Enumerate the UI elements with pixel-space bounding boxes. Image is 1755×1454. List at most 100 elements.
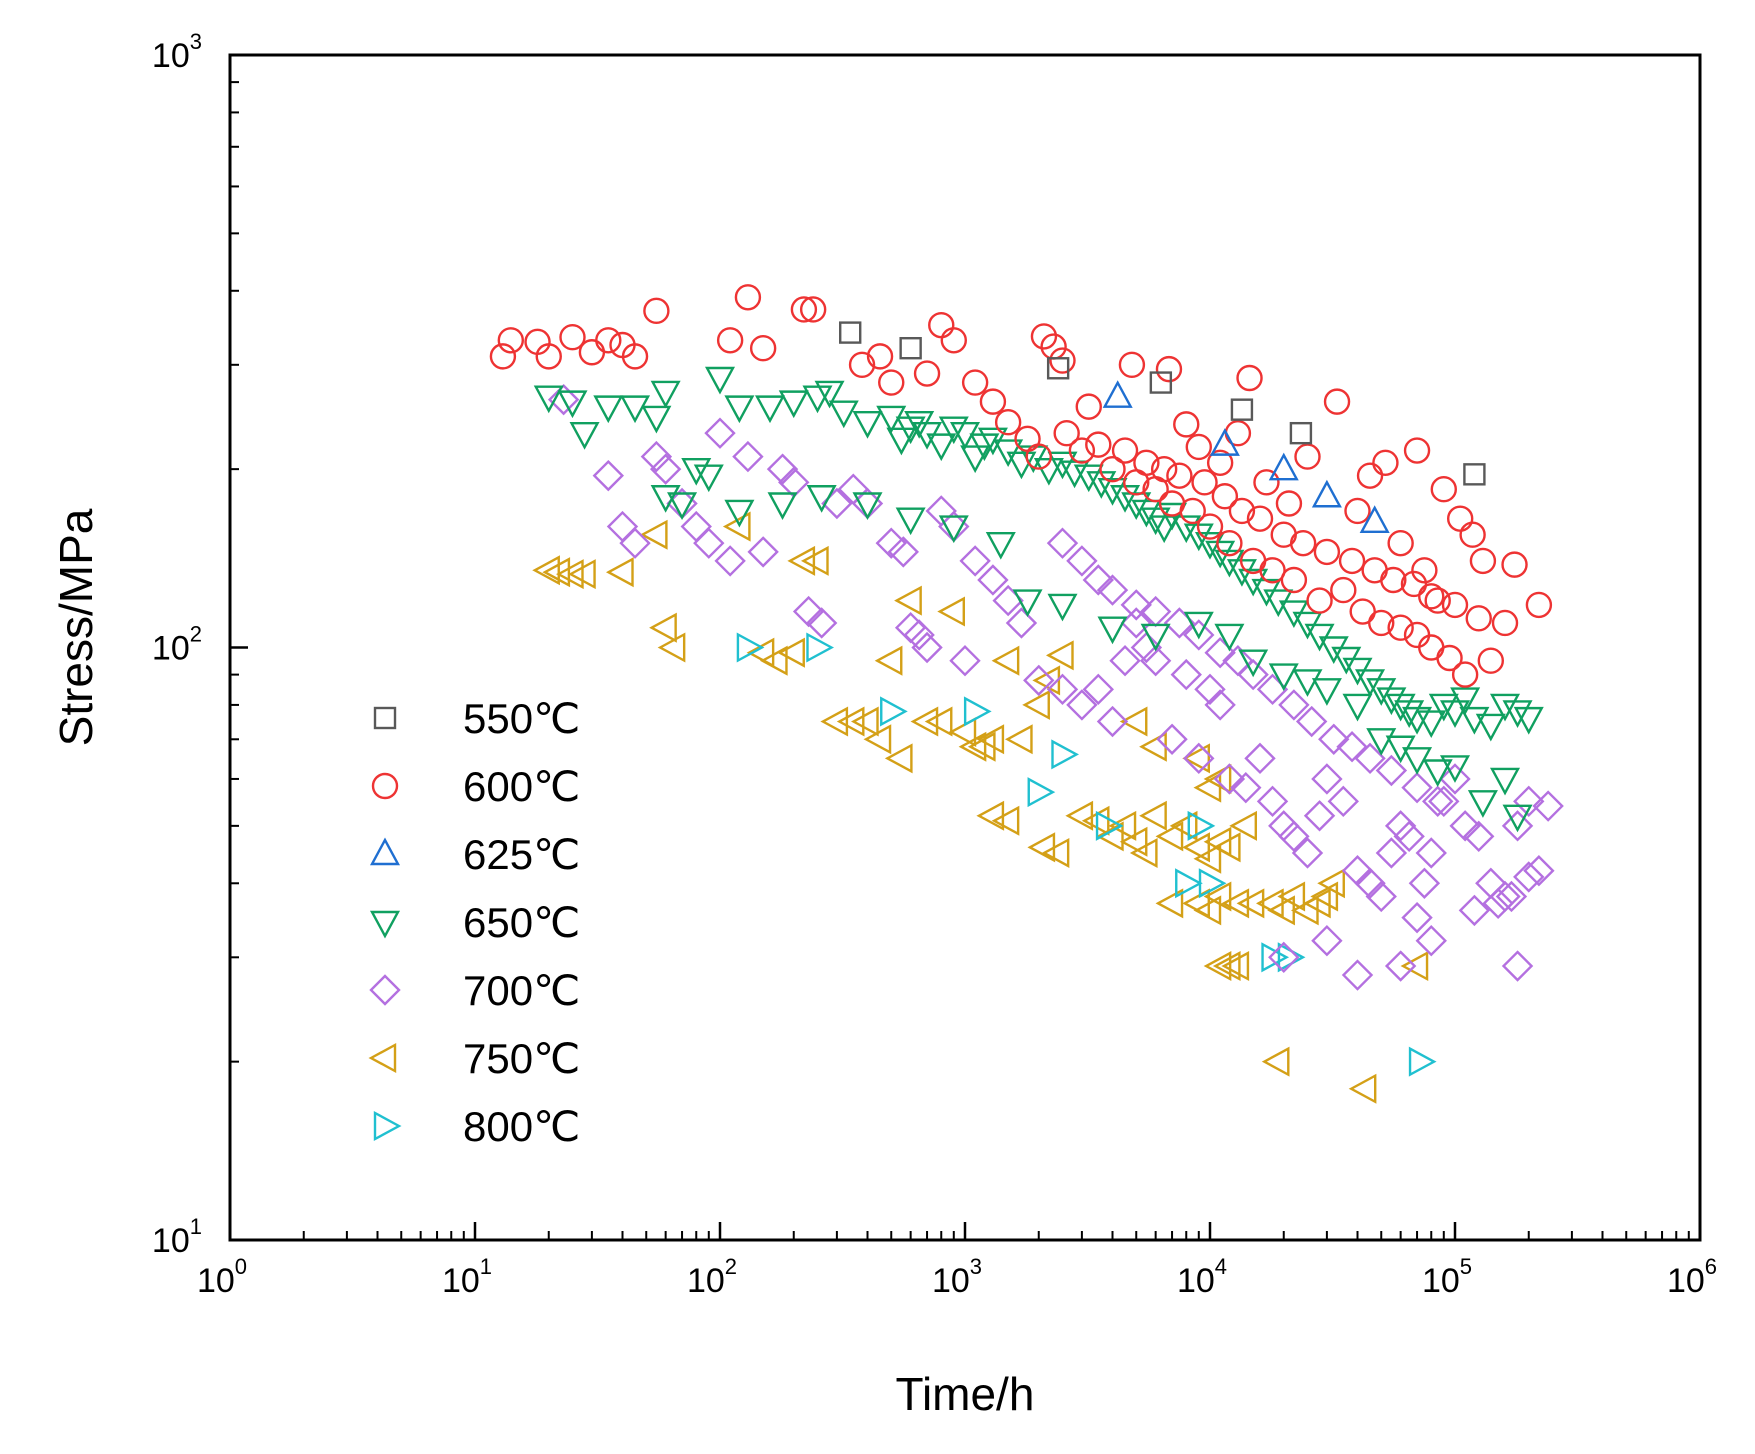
data-point (1065, 800, 1094, 831)
data-point (1155, 821, 1184, 852)
legend-marker (368, 1042, 397, 1074)
data-point (605, 557, 634, 588)
legend-marker (369, 974, 401, 1006)
data-point (839, 321, 862, 344)
data-point (1310, 881, 1339, 912)
data-point (805, 607, 838, 639)
data-point (1244, 742, 1276, 775)
x-tick-label: 102 (687, 1254, 737, 1300)
series-650C (533, 366, 1544, 833)
data-point (1175, 868, 1203, 899)
data-point (1375, 837, 1408, 869)
data-point (1213, 763, 1246, 795)
data-point (606, 510, 639, 543)
data-point (1149, 515, 1180, 544)
data-point (787, 545, 816, 576)
data-point (639, 519, 668, 550)
data-point (1183, 619, 1215, 651)
data-point (1366, 678, 1397, 706)
data-point (1204, 637, 1236, 669)
data-point (1203, 881, 1232, 912)
data-point (1095, 810, 1124, 841)
data-point (766, 453, 799, 485)
data-point (1318, 723, 1350, 755)
data-point (1275, 490, 1303, 517)
legend-item: 625℃ (369, 831, 580, 878)
legend-item: 700℃ (369, 967, 580, 1014)
data-point (1311, 479, 1342, 508)
data-point (926, 433, 957, 462)
data-point (1280, 566, 1308, 594)
data-point (1049, 347, 1076, 374)
data-point (1187, 810, 1216, 841)
data-point (1365, 880, 1397, 913)
data-point (1221, 951, 1250, 982)
data-point (1277, 881, 1306, 912)
data-point (924, 706, 953, 737)
data-point (1171, 515, 1202, 544)
data-point (568, 559, 596, 590)
data-point (1169, 810, 1198, 841)
legend-marker (373, 1110, 402, 1142)
data-point (961, 369, 989, 396)
data-point (1139, 731, 1167, 762)
data-point (1495, 880, 1528, 913)
legend: 550℃ 600℃ 625℃ 650℃ 700℃ 750℃ 800℃ (368, 695, 580, 1150)
data-point (1140, 623, 1171, 652)
legend-marker (371, 772, 399, 800)
data-point (1403, 437, 1431, 464)
data-point (937, 596, 965, 627)
data-point (592, 459, 624, 492)
x-tick-label: 106 (1667, 1254, 1717, 1300)
data-point (850, 706, 879, 737)
data-point (1212, 832, 1241, 863)
data-point (1182, 743, 1210, 774)
data-point (1268, 663, 1299, 692)
data-point (1068, 437, 1096, 464)
legend-item: 600℃ (371, 763, 580, 810)
data-point (913, 360, 941, 387)
data-point (1349, 598, 1376, 625)
y-tick-label: 101 (152, 1214, 202, 1260)
data-point (1182, 832, 1210, 863)
data-point (1439, 755, 1471, 783)
data-point (1513, 861, 1545, 893)
data-point (876, 405, 907, 434)
data-point (1082, 673, 1114, 706)
data-point (899, 336, 922, 360)
data-point (1311, 763, 1343, 795)
data-point (1295, 705, 1328, 738)
data-point (1230, 771, 1262, 804)
data-point (1156, 723, 1188, 755)
series-600C (489, 284, 1553, 688)
data-point (1023, 664, 1055, 697)
data-point (991, 645, 1020, 676)
data-point (1459, 521, 1486, 548)
data-point (1130, 631, 1163, 664)
legend-label: 625℃ (463, 831, 580, 878)
data-point (1467, 790, 1498, 818)
data-point (910, 706, 939, 737)
data-point (1005, 607, 1038, 639)
x-axis-label: Time/h (896, 1368, 1035, 1420)
data-point (800, 545, 829, 576)
series-550C (839, 321, 1486, 486)
data-point (985, 531, 1016, 560)
data-point (1469, 547, 1497, 575)
data-point (1108, 810, 1137, 841)
data-point (963, 696, 992, 727)
data-point (620, 395, 651, 424)
data-point (1066, 689, 1098, 721)
legend-label: 600℃ (463, 763, 580, 810)
data-point (1185, 433, 1212, 461)
data-point (1140, 507, 1171, 536)
data-point (1131, 499, 1162, 528)
data-point (667, 492, 698, 521)
data-point (1475, 713, 1506, 742)
data-point (1294, 443, 1321, 470)
data-point (1214, 623, 1245, 652)
data-point (1313, 538, 1341, 566)
data-point (991, 805, 1020, 836)
data-point (1097, 616, 1128, 645)
data-point (1051, 739, 1080, 770)
